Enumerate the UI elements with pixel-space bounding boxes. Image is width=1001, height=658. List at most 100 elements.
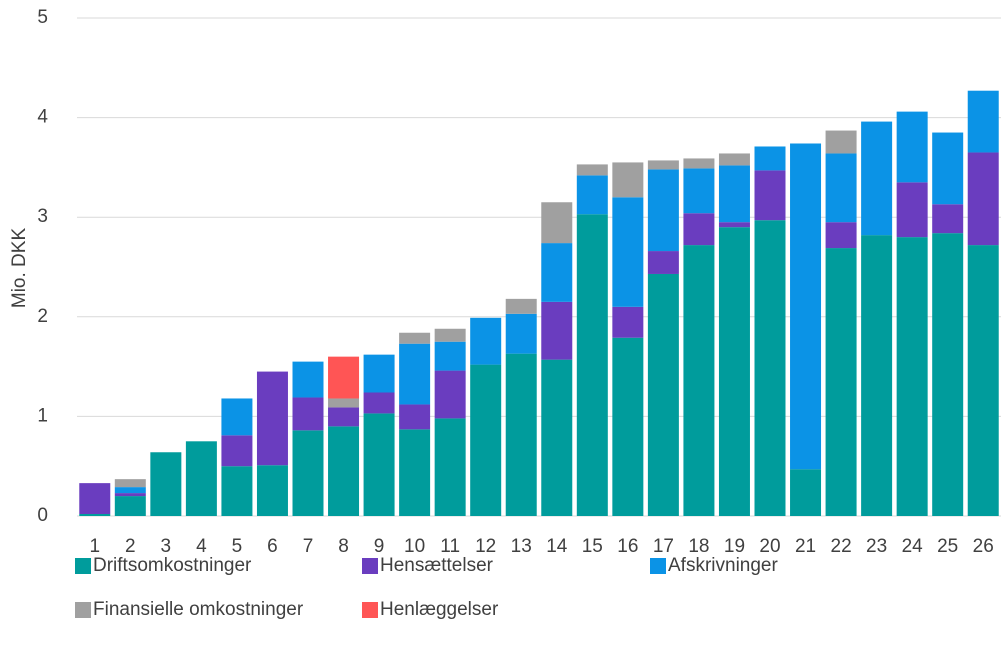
x-tick-label: 4 — [196, 536, 207, 557]
bar-segment — [647, 273, 679, 516]
bar-segment — [114, 479, 146, 488]
bar-segment — [434, 341, 466, 371]
y-tick-label: 0 — [37, 505, 48, 526]
bar-segment — [967, 152, 999, 246]
x-tick-label: 26 — [973, 536, 994, 557]
bar-segment — [328, 426, 360, 516]
bar-segment — [328, 356, 360, 399]
bar-segment — [114, 496, 146, 516]
y-axis-label: Mio. DKK — [9, 228, 30, 309]
bar-segment — [576, 214, 608, 516]
bar-segment — [256, 371, 288, 466]
bar-segment — [328, 398, 360, 408]
bar-segment — [505, 313, 537, 354]
bar-segment — [399, 404, 431, 430]
legend-swatch — [362, 558, 378, 574]
bar-segment — [647, 160, 679, 170]
x-tick-label: 8 — [338, 536, 349, 557]
bar-segment — [363, 354, 395, 393]
bar-segment — [470, 364, 502, 516]
legend-label: Afskrivninger — [668, 555, 778, 576]
bar-segment — [896, 182, 928, 238]
x-tick-label: 6 — [267, 536, 278, 557]
y-tick-label: 1 — [37, 405, 48, 426]
bar-segment — [221, 435, 253, 467]
y-tick-label: 5 — [37, 7, 48, 28]
bar-segment — [114, 493, 146, 497]
bar-segment — [683, 245, 715, 516]
x-tick-label: 12 — [475, 536, 496, 557]
bar-segment — [754, 170, 786, 221]
x-tick-label: 24 — [902, 536, 924, 557]
bar-segment — [399, 429, 431, 516]
x-tick-label: 13 — [511, 536, 532, 557]
bar-segment — [932, 204, 964, 234]
bar-segment — [718, 165, 750, 223]
y-tick-label: 2 — [37, 306, 48, 327]
bar-segment — [470, 317, 502, 365]
bar-segment — [576, 175, 608, 215]
bar-segment — [612, 337, 644, 516]
x-tick-label: 10 — [404, 536, 425, 557]
x-tick-label: 16 — [617, 536, 638, 557]
bar-segment — [150, 452, 182, 516]
bar-segment — [221, 466, 253, 516]
bar-segment — [292, 430, 324, 516]
bar-segment — [825, 248, 857, 517]
legend-swatch — [362, 602, 378, 618]
bar-segment — [896, 111, 928, 183]
x-tick-label: 1 — [89, 536, 100, 557]
bar-segment — [576, 164, 608, 176]
bar-segment — [221, 398, 253, 436]
legend-label: Henlæggelser — [380, 599, 499, 620]
bar-segment — [79, 483, 111, 515]
x-tick-label: 3 — [161, 536, 172, 557]
legend-label: Driftsomkostninger — [93, 555, 252, 576]
x-tick-label: 22 — [831, 536, 852, 557]
bar-segment — [505, 353, 537, 516]
bar-segment — [754, 220, 786, 517]
x-tick-label: 18 — [688, 536, 709, 557]
bar-segment — [612, 306, 644, 338]
bar-segment — [825, 130, 857, 154]
bar-segment — [541, 202, 573, 244]
bar-segment — [825, 222, 857, 249]
y-tick-label: 4 — [37, 107, 48, 128]
x-tick-label: 5 — [232, 536, 243, 557]
bar-segment — [363, 413, 395, 516]
bar-segment — [541, 359, 573, 516]
x-tick-label: 19 — [724, 536, 745, 557]
x-tick-label: 25 — [937, 536, 958, 557]
legend-label: Hensættelser — [380, 555, 494, 576]
bar-segment — [683, 213, 715, 246]
bar-segment — [256, 465, 288, 516]
bar-segment — [718, 222, 750, 228]
x-tick-label: 17 — [653, 536, 674, 557]
bar-segment — [754, 146, 786, 171]
bar-segment — [932, 132, 964, 205]
y-tick-label: 3 — [37, 206, 48, 227]
legend-swatch — [75, 558, 91, 574]
bar-segment — [612, 162, 644, 198]
bar-segment — [434, 418, 466, 516]
bar-segment — [434, 328, 466, 342]
bar-segment — [292, 397, 324, 431]
bar-segment — [185, 441, 217, 516]
bar-segment — [718, 153, 750, 166]
x-tick-label: 7 — [303, 536, 314, 557]
bar-segment — [541, 243, 573, 302]
bar-segment — [967, 245, 999, 516]
bar-segment — [861, 121, 893, 236]
legend-label: Finansielle omkostninger — [93, 599, 304, 620]
bar-segment — [647, 169, 679, 252]
bar-segment — [790, 143, 822, 470]
bar-segment — [114, 487, 146, 494]
bar-segment — [967, 90, 999, 153]
bar-segment — [399, 343, 431, 405]
x-tick-label: 9 — [374, 536, 385, 557]
x-tick-label: 14 — [546, 536, 568, 557]
bar-segment — [825, 153, 857, 223]
bar-segment — [328, 407, 360, 427]
x-tick-label: 2 — [125, 536, 136, 557]
bar-segment — [79, 514, 111, 516]
